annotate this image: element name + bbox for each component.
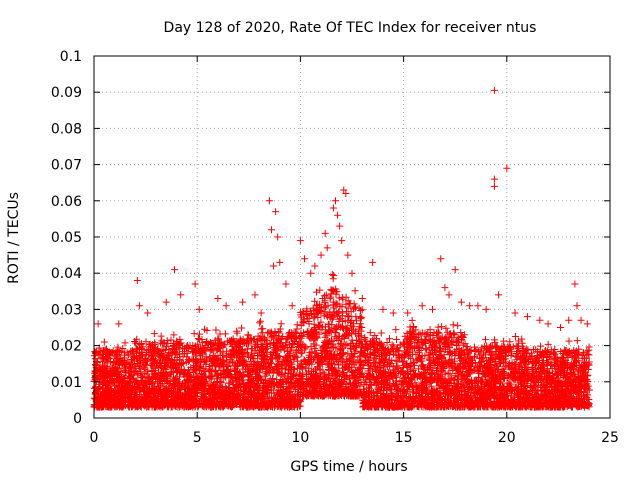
grid-lines xyxy=(94,56,610,418)
cloud-point xyxy=(544,340,552,348)
chart-title: Day 128 of 2020, Rate Of TEC Index for r… xyxy=(164,20,537,36)
cloud-point xyxy=(507,351,515,359)
cloud-point xyxy=(267,354,275,362)
cloud-point xyxy=(266,350,274,358)
cloud-point xyxy=(221,330,229,338)
cloud-point xyxy=(504,379,512,387)
cloud-point xyxy=(170,331,178,339)
cloud-point xyxy=(328,270,336,278)
cloud-point xyxy=(449,376,457,384)
cloud-point xyxy=(512,352,520,360)
cloud-point xyxy=(454,322,462,330)
cloud-point xyxy=(392,326,400,334)
cloud-point xyxy=(471,348,479,356)
cloud-point xyxy=(277,320,285,328)
cloud-point xyxy=(203,358,211,366)
cloud-point xyxy=(139,374,147,382)
cloud-point xyxy=(239,376,247,384)
cloud-point xyxy=(307,343,315,351)
cloud-point xyxy=(157,332,165,340)
cloud-point xyxy=(277,376,285,384)
data-points xyxy=(90,86,593,411)
cloud-point xyxy=(361,333,369,341)
cloud-point xyxy=(252,347,260,355)
cloud-point xyxy=(212,326,220,334)
cloud-point xyxy=(121,339,129,347)
cloud-point xyxy=(150,330,158,338)
cloud-point xyxy=(194,335,202,343)
cloud-point xyxy=(383,338,391,346)
cloud-point xyxy=(422,345,430,353)
cloud-point xyxy=(351,287,359,295)
cloud-point xyxy=(409,366,417,374)
cloud-point xyxy=(124,358,132,366)
cloud-point xyxy=(480,343,488,351)
cloud-point xyxy=(459,341,467,349)
cloud-point xyxy=(201,356,209,364)
cloud-point xyxy=(438,323,446,331)
cloud-point xyxy=(371,332,379,340)
cloud-point xyxy=(162,346,170,354)
cloud-point xyxy=(470,343,478,351)
cloud-point xyxy=(392,336,400,344)
cloud-point xyxy=(396,341,404,349)
cloud-point xyxy=(366,329,374,337)
cloud-point xyxy=(356,313,364,321)
cloud-point xyxy=(537,342,545,350)
cloud-point xyxy=(254,351,262,359)
cloud-point xyxy=(339,295,347,303)
cloud-point xyxy=(357,314,365,322)
cloud-point xyxy=(377,329,385,337)
cloud-point xyxy=(408,316,416,324)
cloud-point xyxy=(442,324,450,332)
cloud-point xyxy=(584,350,592,358)
cloud-point xyxy=(506,338,514,346)
cloud-point xyxy=(311,297,319,305)
cloud-point xyxy=(271,382,279,390)
cloud-point xyxy=(471,365,479,373)
